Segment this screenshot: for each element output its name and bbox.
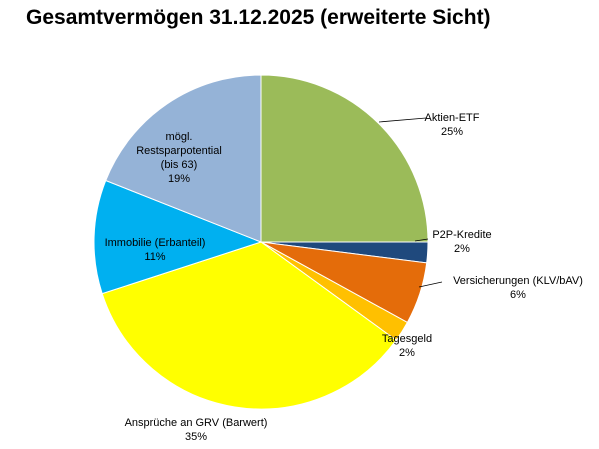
leader-line xyxy=(378,117,427,123)
leader-line xyxy=(414,238,429,242)
chart-title: Gesamtvermögen 31.12.2025 (erweiterte Si… xyxy=(26,6,491,29)
pie-slice-mögl-restsparpotential-bis-63 xyxy=(105,74,262,243)
leader-line xyxy=(418,281,443,288)
data-label: P2P-Kredite 2% xyxy=(432,229,491,255)
pie-slice-ansprüche-an-grv-barwert xyxy=(101,241,397,410)
data-label: Versicherungen (KLV/bAV) 6% xyxy=(453,275,583,301)
data-label: Ansprüche an GRV (Barwert) 35% xyxy=(125,417,268,443)
data-label: Aktien-ETF 25% xyxy=(424,112,479,138)
pie-slice-immobilie-erbanteil xyxy=(93,179,263,295)
data-label: Tagesgeld 2% xyxy=(382,333,432,359)
data-label: Immobilie (Erbanteil) 11% xyxy=(105,237,206,263)
pie-slice-aktien-etf xyxy=(260,74,429,243)
data-label: mögl. Restsparpotential (bis 63) 19% xyxy=(136,131,222,185)
